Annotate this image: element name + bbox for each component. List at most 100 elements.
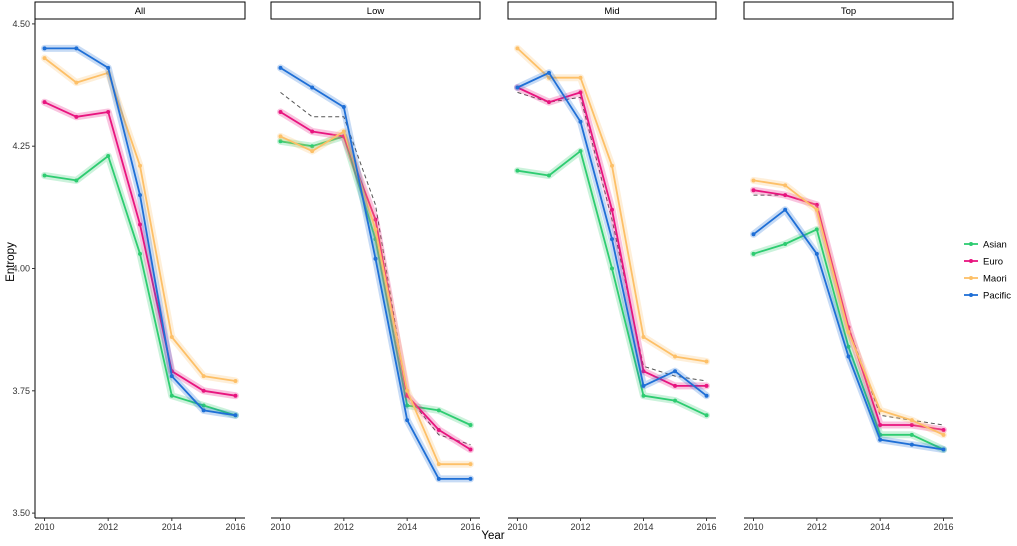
data-point-maori	[673, 354, 678, 359]
x-tick-label: 2014	[633, 522, 653, 532]
data-point-maori	[436, 462, 441, 467]
data-point-euro	[751, 188, 756, 193]
legend-label: Asian	[983, 240, 1007, 251]
data-point-pacific	[169, 374, 174, 379]
data-point-maori	[704, 359, 709, 364]
facet-panel-all: All 3.50 3.75 4.00 4.25 4.50 2010 2012 2014 2016	[12, 1, 246, 532]
data-point-pacific	[909, 442, 914, 447]
data-point-pacific	[42, 46, 47, 51]
x-tick-label: 2014	[870, 522, 890, 532]
data-point-asian	[74, 178, 79, 183]
data-point-pacific	[751, 232, 756, 237]
data-point-euro	[310, 129, 315, 134]
data-point-euro	[138, 222, 142, 227]
data-point-maori	[341, 129, 346, 134]
reference-dashed-line	[753, 194, 944, 426]
series-band-maori	[750, 176, 947, 439]
data-point-maori	[814, 207, 819, 212]
legend-key-point	[969, 259, 973, 263]
y-tick-label: 4.50	[12, 19, 30, 29]
data-point-asian	[704, 413, 709, 418]
legend-label: Maori	[983, 274, 1007, 285]
data-point-asian	[169, 393, 174, 398]
data-point-pacific	[405, 418, 410, 423]
data-point-euro	[783, 193, 788, 198]
data-point-pacific	[278, 65, 283, 70]
data-point-asian	[405, 403, 410, 408]
data-point-maori	[138, 163, 142, 168]
data-point-euro	[42, 100, 47, 105]
series-line-euro	[280, 111, 471, 451]
data-point-maori	[641, 334, 646, 339]
data-point-euro	[610, 207, 614, 212]
data-point-pacific	[138, 193, 142, 198]
data-point-maori	[405, 388, 410, 393]
data-point-asian	[278, 139, 283, 144]
facet-strip-label: Top	[841, 6, 856, 17]
data-point-maori	[909, 418, 914, 423]
data-point-asian	[751, 251, 756, 256]
y-tick-label: 3.50	[12, 508, 30, 518]
data-point-pacific	[578, 119, 583, 124]
reference-dashed-line	[517, 91, 707, 382]
data-point-maori	[201, 374, 206, 379]
data-point-pacific	[673, 369, 678, 374]
data-point-euro	[373, 217, 378, 222]
series-line-euro	[753, 189, 944, 431]
x-tick-label: 2012	[98, 522, 118, 532]
data-point-maori	[310, 149, 315, 154]
series-line-maori	[753, 179, 944, 436]
data-point-pacific	[436, 476, 441, 481]
data-point-euro	[546, 100, 551, 105]
data-point-euro	[673, 383, 678, 388]
x-tick-label: 2010	[743, 522, 763, 532]
facet-strip-label: Low	[367, 6, 385, 17]
data-point-asian	[42, 173, 47, 178]
data-point-maori	[278, 134, 283, 139]
data-point-maori	[610, 163, 614, 168]
data-point-pacific	[468, 476, 473, 481]
data-point-pacific	[233, 413, 238, 418]
data-point-maori	[546, 75, 551, 80]
data-point-euro	[704, 383, 709, 388]
legend-key-point	[969, 242, 973, 246]
data-point-maori	[578, 75, 583, 80]
x-tick-label: 2014	[162, 522, 182, 532]
data-point-maori	[169, 334, 174, 339]
series-band-asian	[277, 132, 474, 429]
legend-label: Pacific	[983, 291, 1011, 302]
series-band-pacific	[514, 69, 710, 400]
data-point-pacific	[74, 46, 79, 51]
data-point-pacific	[106, 65, 111, 70]
data-point-euro	[941, 427, 946, 432]
data-point-pacific	[878, 437, 883, 442]
x-tick-label: 2010	[35, 522, 55, 532]
data-point-asian	[468, 423, 473, 428]
data-point-euro	[641, 369, 646, 374]
x-tick-label: 2016	[460, 522, 480, 532]
data-point-pacific	[310, 85, 315, 90]
facet-strip	[743, 1, 954, 20]
data-point-maori	[468, 462, 473, 467]
data-point-maori	[42, 56, 47, 61]
data-point-euro	[106, 109, 111, 114]
facet-strip-label: Mid	[604, 6, 619, 17]
data-point-asian	[673, 398, 678, 403]
data-point-pacific	[704, 393, 709, 398]
facet-strip	[270, 1, 481, 20]
data-point-euro	[578, 90, 583, 95]
data-point-pacific	[783, 207, 788, 212]
data-point-maori	[783, 183, 788, 188]
data-point-asian	[546, 173, 551, 178]
x-tick-label: 2012	[570, 522, 590, 532]
data-point-asian	[310, 144, 315, 149]
legend-key-point	[969, 293, 973, 297]
data-point-euro	[233, 393, 238, 398]
legend: Asian Euro Maori Pacific	[964, 240, 1011, 302]
data-point-asian	[641, 393, 646, 398]
data-point-maori	[846, 330, 851, 335]
facet-panel-top: Top 2010 2012 2014 2016	[743, 1, 954, 532]
data-point-asian	[106, 153, 111, 158]
x-tick-label: 2014	[397, 522, 417, 532]
